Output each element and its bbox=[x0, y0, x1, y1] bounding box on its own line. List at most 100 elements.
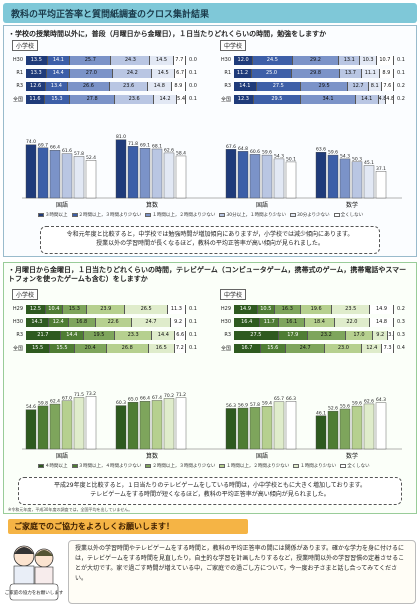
game-subject-label: 国語 bbox=[56, 452, 68, 460]
study-elem-row-label: H30 bbox=[12, 57, 23, 63]
study-elem-segment: 23.6 bbox=[110, 82, 149, 91]
study-junior-segment: 12.0 bbox=[234, 56, 254, 65]
study-elem-segment: 8.9 bbox=[171, 82, 186, 91]
study-elem-segment: 15.3 bbox=[44, 95, 70, 104]
illustration-label: ご家庭の協力をお願いします bbox=[5, 589, 64, 596]
game-elem-stacked-row: 12.5 10.4 15.3 23.9 26.5 11.3 bbox=[26, 305, 186, 314]
game-elem-segment: 14.3 bbox=[26, 318, 49, 327]
study-legend-swatch bbox=[145, 212, 152, 217]
study-bar bbox=[25, 144, 37, 199]
game-time-section: ・月曜日から金曜日，１日当たりどれくらいの時間，テレビゲーム（コンピュータゲーム… bbox=[3, 262, 417, 514]
study-bar bbox=[375, 171, 387, 199]
study-legend: ３時間以上 ２時間以上，３時間より少ない １時間以上，２時間より少ない 30分以上，１… bbox=[34, 212, 363, 218]
game-elem-segment: 26.5 bbox=[125, 305, 168, 314]
game-subject-label: 国語 bbox=[256, 452, 268, 460]
game-junior-segment: 23.5 bbox=[332, 305, 371, 314]
study-junior-row-label: H30 bbox=[220, 57, 231, 63]
game-junior-stacked-row: 27.517.923.217.09.23.5 bbox=[234, 331, 394, 340]
game-bar bbox=[151, 400, 163, 450]
study-elem-segment: 14.2 bbox=[153, 95, 178, 104]
game-note: 平成29年度と比較すると，１日当たりのテレビゲームをしている時間は，小中学校とも… bbox=[18, 477, 402, 505]
cooperation-banner: ご家庭でのご協力をよろしくお願いします！ bbox=[8, 519, 248, 534]
game-legend-swatch bbox=[219, 463, 226, 468]
study-junior-segment: 8.1 bbox=[368, 82, 382, 91]
study-bar-label: 81.0 bbox=[116, 134, 126, 140]
study-elem-row-label: R1 bbox=[16, 70, 23, 76]
game-junior-segment: 24.7 bbox=[285, 344, 326, 353]
game-junior-segment: 17.0 bbox=[345, 331, 374, 340]
game-elem-tail-value: 0.1 bbox=[189, 332, 197, 338]
study-elem-segment: 7.7 bbox=[173, 56, 186, 65]
game-junior-segment: 12.4 bbox=[362, 344, 383, 353]
game-elem-stacked-row: 21.7 14.4 19.5 23.3 14.4 6.6 bbox=[26, 331, 186, 340]
game-junior-segment: 14.9 bbox=[370, 305, 394, 314]
game-junior-stacked-row: 14.9 10.5 16.3 19.6 23.5 14.9 bbox=[234, 305, 394, 314]
study-junior-segment: 13.7 bbox=[339, 69, 362, 78]
study-elem-tail-value: 0.1 bbox=[189, 70, 197, 76]
study-bar-label: 68.1 bbox=[152, 143, 162, 149]
study-bar-label: 74.0 bbox=[26, 139, 36, 145]
game-elem-segment: 20.4 bbox=[74, 344, 107, 353]
game-junior-segment: 10.5 bbox=[257, 305, 275, 314]
game-subject-label: 算数 bbox=[146, 452, 158, 460]
study-elem-stacked-row: 13.3 14.4 27.0 24.2 14.5 6.7 bbox=[26, 69, 186, 78]
study-bar-label: 60.6 bbox=[250, 149, 260, 155]
page-title: 教科の平均正答率と質問紙調査のクロス集計結果 bbox=[3, 3, 417, 23]
study-bar bbox=[49, 149, 61, 199]
game-junior-stacked-row: 16.4 11.7 16.1 18.4 22.0 14.8 bbox=[234, 318, 394, 327]
study-legend-swatch bbox=[219, 212, 226, 217]
game-elem-segment: 14.4 bbox=[152, 331, 176, 340]
game-elem-segment: 15.5 bbox=[50, 344, 75, 353]
final-message: 授業以外の学習時間やテレビゲームをする時間と，教科の平均正答率の間には関係があり… bbox=[68, 540, 416, 604]
study-bar bbox=[115, 139, 127, 199]
game-bar-label: 55.6 bbox=[340, 403, 350, 409]
game-bar-label: 57.8 bbox=[250, 402, 260, 408]
study-junior-row-label: 全国 bbox=[220, 97, 231, 103]
game-junior-segment: 17.9 bbox=[278, 331, 308, 340]
game-elem-segment: 26.8 bbox=[106, 344, 149, 353]
game-bar-label: 67.0 bbox=[62, 395, 72, 401]
game-junior-segment: 23.0 bbox=[325, 344, 363, 353]
game-legend: ４時間以上 ３時間以上，４時間より少ない ２時間以上，３時間より少ない １時間以上，２… bbox=[34, 463, 370, 469]
study-bar bbox=[61, 153, 73, 199]
study-bar bbox=[225, 149, 237, 199]
study-junior-segment: 24.5 bbox=[253, 56, 293, 65]
game-note-line-1: 平成29年度と比較すると，１日当たりのテレビゲームをしている時間は，小中学校とも… bbox=[53, 482, 367, 489]
study-bar-label: 66.4 bbox=[50, 145, 60, 151]
game-score-bar-chart: 54.659.8 62.467.071.5 73.2 国語 60.365.0 66.4 67… bbox=[22, 391, 402, 460]
game-junior-segment: 7.3 bbox=[382, 344, 394, 353]
game-elem-row-label: 全国 bbox=[12, 346, 23, 352]
study-elem-stacked-row: 13.5 14.1 25.7 24.3 14.5 7.7 bbox=[26, 56, 186, 65]
study-note: 令和元年度と比較すると，中学校では勉強時間が増加傾向にありますが，小学校では減少… bbox=[40, 226, 380, 254]
study-bar bbox=[327, 154, 339, 199]
study-bar-label: 50.1 bbox=[286, 156, 296, 162]
study-legend-label: １時間以上，２時間より少ない bbox=[152, 213, 216, 218]
study-bar-label: 37.1 bbox=[376, 166, 386, 172]
game-junior-row-label: H30 bbox=[220, 319, 231, 325]
study-subject-label: 算数 bbox=[146, 201, 158, 209]
footnote: ※令和元年度，平成30年度の調査では，全国平均を出していません。 bbox=[8, 507, 133, 512]
study-subject-label: 国語 bbox=[56, 201, 68, 209]
study-bar bbox=[175, 155, 187, 199]
study-bar-label: 62.6 bbox=[164, 147, 174, 153]
game-legend-swatch bbox=[38, 463, 44, 468]
game-junior-segment: 14.9 bbox=[234, 305, 258, 314]
game-bar bbox=[375, 402, 387, 450]
game-bar bbox=[225, 408, 237, 450]
study-bar-label: 59.6 bbox=[262, 150, 272, 156]
game-elem-segment: 16.8 bbox=[68, 318, 96, 327]
game-elem-row-label: H29 bbox=[12, 306, 23, 312]
study-question: ・学校の授業時間以外に，普段（月曜日から金曜日），１日当たりどれくらいの時間，勉… bbox=[8, 30, 327, 38]
game-elem-segment: 15.3 bbox=[62, 305, 88, 314]
study-legend-swatch bbox=[333, 212, 340, 217]
study-elem-segment: 27.0 bbox=[70, 69, 114, 78]
game-legend-label: １時間より少ない bbox=[300, 464, 337, 469]
game-bar-label: 52.6 bbox=[328, 406, 338, 412]
game-elem-segment: 16.5 bbox=[148, 344, 175, 353]
study-elem-segment: 14.5 bbox=[152, 69, 176, 78]
study-elem-segment: 27.8 bbox=[69, 95, 116, 104]
game-bar-label: 66.4 bbox=[140, 396, 150, 402]
game-bar-label: 62.4 bbox=[50, 399, 60, 405]
study-elem-segment: 14.5 bbox=[150, 56, 174, 65]
study-bar-label: 50.3 bbox=[352, 156, 362, 162]
